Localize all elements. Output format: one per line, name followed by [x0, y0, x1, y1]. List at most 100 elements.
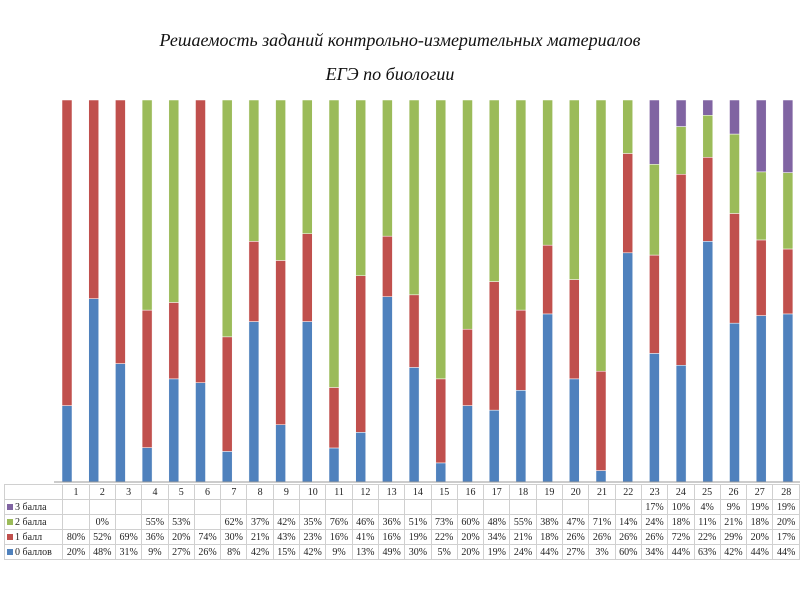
bar-segment-11-s2: [328, 99, 340, 388]
bar-segment-12-s0: [355, 432, 366, 483]
data-label: 42%: [272, 514, 301, 530]
legend-swatch: [7, 503, 13, 510]
data-label: [535, 499, 564, 515]
bar-segment-6-s1: [195, 99, 206, 383]
tick-label: 7: [220, 484, 248, 500]
legend-swatch: [7, 533, 13, 540]
tick-label: 17: [483, 484, 511, 500]
bar-segment-17-s1: [488, 281, 500, 411]
tick-label: 22: [614, 484, 642, 500]
bar-segment-25-s2: [702, 115, 714, 158]
data-label: [483, 499, 511, 515]
data-label: [299, 499, 327, 515]
tick-label: 13: [377, 484, 406, 500]
bar-segment-5-s1: [168, 302, 180, 380]
data-label: [193, 514, 222, 530]
data-label: 20%: [456, 529, 485, 545]
tick-label: 16: [456, 484, 485, 500]
bar-segment-12-s2: [355, 99, 366, 276]
tick-label: 25: [693, 484, 721, 500]
data-label: 55%: [141, 514, 169, 530]
bar-segment-27-s1: [755, 239, 767, 316]
bar-segment-9-s0: [275, 424, 286, 483]
data-label: 21%: [246, 529, 274, 545]
data-label: [377, 499, 406, 515]
bar-segment-23-s2: [649, 164, 660, 256]
bar-segment-15-s2: [435, 99, 447, 380]
data-label: 27%: [167, 544, 195, 560]
data-label: 35%: [299, 514, 327, 530]
bar-segment-14-s0: [408, 367, 420, 483]
table-row: 0 баллов 20% 48% 31% 9% 27% 26% 8% 42% 15% 42% 9% 13…: [3, 544, 800, 560]
data-label: 38%: [535, 514, 564, 530]
bar-segment-23-s1: [649, 254, 660, 354]
bar-segment-2-s0: [88, 298, 99, 483]
data-label: 34%: [640, 544, 669, 560]
data-label: [114, 499, 143, 515]
data-label: 72%: [667, 529, 695, 545]
data-label: 26%: [640, 529, 669, 545]
bar-segment-25-s1: [702, 157, 714, 242]
data-label: [88, 499, 117, 515]
bar-segment-17-s2: [488, 99, 500, 282]
data-label: 60%: [614, 544, 642, 560]
bar-segment-18-s1: [515, 309, 527, 391]
data-label: 73%: [430, 514, 458, 530]
data-label: 26%: [614, 529, 642, 545]
bar-segment-19-s1: [542, 244, 553, 315]
data-label: 63%: [693, 544, 721, 560]
data-label: 74%: [193, 529, 222, 545]
bar-segment-19-s2: [542, 99, 553, 246]
bar-segment-3-s1: [115, 99, 126, 364]
legend-label: 2 балла: [15, 516, 47, 528]
data-label: 9%: [141, 544, 169, 560]
bar-segment-26-s2: [729, 133, 740, 214]
data-label: 37%: [246, 514, 274, 530]
data-label: 14%: [614, 514, 642, 530]
bar-segment-4-s0: [141, 447, 153, 483]
corner-cell: [3, 484, 64, 500]
bar-segment-8-s1: [248, 241, 260, 322]
data-label: [141, 499, 169, 515]
data-label: 17%: [772, 529, 800, 545]
bar-segment-7-s1: [221, 336, 233, 452]
data-label: [325, 499, 353, 515]
tick-label: 3: [114, 484, 143, 500]
data-label: 19%: [483, 544, 511, 560]
data-label: 47%: [562, 514, 590, 530]
data-label: 48%: [483, 514, 511, 530]
data-label: 27%: [562, 544, 590, 560]
data-label: [62, 499, 90, 515]
bar-segment-15-s0: [435, 462, 447, 483]
bar-segment-27-s3: [755, 99, 767, 173]
bar-segment-20-s0: [569, 378, 580, 483]
data-label: 10%: [667, 499, 695, 515]
data-label: 8%: [220, 544, 248, 560]
bar-segment-28-s0: [782, 313, 794, 483]
tick-label: 27: [746, 484, 774, 500]
data-label: 19%: [746, 499, 774, 515]
data-table: 1 2 3 4 5 6 7 8 9 10 11 12 13 14 15 16 17 18 19 20 21 22 23 24 2…: [3, 484, 800, 560]
legend-label: 0 баллов: [15, 546, 52, 558]
data-label: 23%: [299, 529, 327, 545]
bar-segment-24-s1: [675, 174, 687, 366]
bar-segment-26-s0: [729, 322, 740, 483]
bar-segment-2-s1: [88, 99, 99, 299]
data-label: 9%: [719, 499, 748, 515]
bar-segment-27-s2: [755, 171, 767, 241]
legend-entry: 1 балл: [3, 529, 64, 545]
legend-entry: 2 балла: [3, 514, 64, 530]
bar-segment-3-s0: [115, 363, 126, 483]
bar-segment-27-s0: [755, 315, 767, 483]
bar-segment-11-s1: [328, 387, 340, 449]
data-label: 20%: [772, 514, 800, 530]
data-label: 26%: [588, 529, 616, 545]
tick-label: 26: [719, 484, 748, 500]
bar-segment-23-s3: [649, 99, 660, 165]
bar-segment-13-s2: [382, 99, 393, 237]
tick-label: 19: [535, 484, 564, 500]
bar-segment-7-s2: [221, 99, 233, 338]
data-label: 76%: [325, 514, 353, 530]
plot-area: [54, 99, 800, 483]
bar-segment-21-s1: [595, 370, 607, 471]
